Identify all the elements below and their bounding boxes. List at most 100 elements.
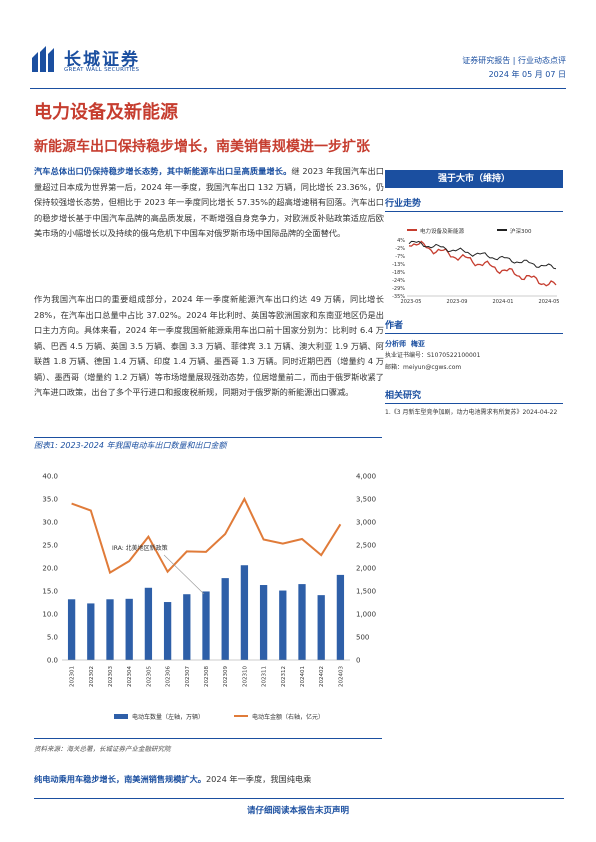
company-logo: 长城证券 GREAT WALL SECURITIES (30, 44, 160, 78)
export-volume-bar (317, 595, 325, 660)
footer-rule (34, 798, 564, 799)
related-heading: 相关研究 (385, 388, 563, 404)
export-volume-bar (67, 599, 76, 660)
right-axis-tick: 3,000 (356, 519, 376, 527)
mini-y-tick: -29% (392, 286, 405, 292)
paragraph-1: 汽车总体出口仍保持稳步增长态势，其中新能源车出口呈高质量增长。继 2023 年我… (34, 164, 384, 242)
right-axis-tick: 3,500 (356, 496, 376, 504)
mini-y-tick: -24% (392, 278, 405, 284)
paragraph-2: 作为我国汽车出口的重要组成部分，2024 年一季度新能源汽车出口约达 49 万辆… (34, 292, 384, 401)
x-axis-tick: 202303 (108, 666, 114, 687)
header-meta: 证券研究报告 | 行业动态点评 2024 年 05 月 07 日 (462, 55, 566, 83)
legend-bar-swatch (114, 714, 128, 719)
ev-export-chart: 0.0 5.0 10.0 15.0 20.0 25.0 30.0 35.0 40.0 0 500 1… (42, 473, 376, 722)
export-volume-bar (202, 591, 210, 660)
annotation-arrow (163, 554, 205, 595)
right-axis-tick: 2,500 (356, 542, 376, 550)
x-axis-tick: 202306 (166, 666, 172, 687)
mini-y-tick: -35% (392, 294, 405, 300)
sector-line (408, 240, 557, 287)
x-axis-tick: 202310 (242, 666, 248, 687)
company-name-en: GREAT WALL SECURITIES (64, 67, 140, 73)
figure-top-rule (34, 437, 382, 438)
mini-x-tick: 2024-05 (539, 299, 560, 304)
export-volume-bar (106, 599, 114, 660)
right-axis-tick: 500 (356, 634, 369, 642)
related-report-link[interactable]: 1.《3 月新车型竞争加剧，动力电池需求有所复苏》2024-04-22 (385, 409, 558, 416)
author-heading: 作者 (385, 318, 563, 334)
right-axis-tick: 2,000 (356, 565, 376, 573)
report-subtitle: 新能源车出口保持稳步增长，南美销售规模进一步扩张 (34, 139, 370, 155)
x-axis-tick: 202305 (146, 666, 152, 687)
rating-badge: 强于大市（维持） (385, 170, 563, 188)
mini-x-tick: 2023-09 (447, 299, 468, 304)
ira-annotation: IRA: 北美地区新政策 (112, 544, 168, 552)
mini-y-tick: -2% (395, 246, 405, 252)
export-volume-bar (259, 585, 268, 660)
x-axis-tick: 202402 (319, 666, 325, 687)
report-type: 证券研究报告 | 行业动态点评 (462, 56, 566, 65)
company-name-cn: 长城证券 (64, 50, 140, 70)
left-axis-tick: 40.0 (42, 473, 58, 481)
legend-bar-label: 电动车数量（左轴，万辆） (132, 713, 204, 721)
x-axis-tick: 202308 (204, 666, 210, 687)
report-date: 2024 年 05 月 07 日 (488, 70, 566, 79)
figure-title: 图表1: 2023-2024 年我国电动车出口数量和出口金额 (34, 441, 227, 450)
analyst: 分析师 梅亚 (385, 338, 563, 350)
analyst-name: 梅亚 (410, 340, 425, 348)
export-volume-bar (183, 594, 191, 660)
license-number: 执业证书编号：S1070522100001 (385, 352, 481, 359)
x-axis-tick: 202307 (185, 666, 191, 687)
export-volume-bar (279, 590, 287, 660)
figure-bottom-rule (34, 738, 382, 739)
legend-sector: 电力设备及新能源 (420, 227, 465, 235)
left-axis-tick: 35.0 (42, 496, 58, 504)
great-wall-logo-icon (32, 46, 54, 72)
x-axis-tick: 202309 (223, 666, 229, 687)
export-volume-bar (144, 587, 153, 660)
export-volume-bar (163, 602, 172, 660)
export-value-line (71, 496, 342, 575)
industry-trend-chart: 电力设备及新能源 沪深300 4% -2% -7% -13% -18% -24% -29% -… (392, 227, 560, 305)
x-axis-tick: 202401 (300, 666, 306, 687)
export-volume-bar (221, 578, 229, 660)
analyst-email[interactable]: 邮箱：meiyun@cgws.com (385, 364, 462, 371)
right-axis-tick: 1,500 (356, 588, 376, 596)
mini-x-tick: 2023-05 (401, 299, 422, 304)
paragraph-2-text: 作为我国汽车出口的重要组成部分，2024 年一季度新能源汽车出口约达 49 万辆… (34, 294, 384, 397)
left-axis-tick: 5.0 (47, 634, 58, 642)
paragraph-3-text: 2024 年一季度，我国纯电乘 (205, 774, 312, 784)
trend-heading: 行业走势 (385, 196, 563, 212)
index-line (408, 240, 557, 270)
left-axis-tick: 25.0 (42, 542, 58, 550)
left-axis-tick: 15.0 (42, 588, 58, 596)
export-volume-bar (298, 584, 306, 660)
mini-x-tick: 2024-01 (493, 299, 514, 304)
paragraph-3-lead: 纯电动乘用车稳步增长，南美洲销售规模扩大。 (34, 774, 206, 784)
legend-index: 沪深300 (510, 227, 532, 235)
analyst-label: 分析师 (385, 340, 406, 348)
header-divider (30, 88, 566, 89)
export-volume-bar (87, 603, 95, 660)
export-volume-bar (240, 565, 249, 660)
sidebar: 强于大市（维持） 行业走势 电力设备及新能源 沪深300 4% -2% -7% -13… (385, 170, 563, 419)
legend-line-label: 电动车金额（右轴，亿元） (252, 713, 324, 721)
right-axis-tick: 1,000 (356, 611, 376, 619)
paragraph-1-lead: 汽车总体出口仍保持稳步增长态势，其中新能源车出口呈高质量增长。 (34, 166, 292, 176)
x-axis-tick: 202403 (338, 666, 344, 687)
paragraph-3: 纯电动乘用车稳步增长，南美洲销售规模扩大。2024 年一季度，我国纯电乘 (34, 772, 564, 788)
export-volume-bar (336, 574, 345, 660)
sector-title: 电力设备及新能源 (34, 102, 178, 123)
left-axis-tick: 20.0 (42, 565, 58, 573)
export-volume-bar (125, 598, 133, 660)
mini-y-tick: -7% (395, 254, 405, 260)
left-axis-tick: 10.0 (42, 611, 58, 619)
paragraph-1-text: 继 2023 年我国汽车出口量超过日本成为世界第一后，2024 年一季度，我国汽… (34, 166, 384, 238)
left-axis-tick: 30.0 (42, 519, 58, 527)
x-axis-tick: 202301 (70, 666, 76, 687)
x-axis-tick: 202304 (127, 666, 133, 687)
right-axis-tick: 0 (356, 657, 360, 665)
footer-disclaimer: 请仔细阅读本报告末页声明 (246, 806, 349, 816)
right-axis-tick: 4,000 (356, 473, 376, 481)
mini-y-tick: -18% (392, 270, 405, 276)
